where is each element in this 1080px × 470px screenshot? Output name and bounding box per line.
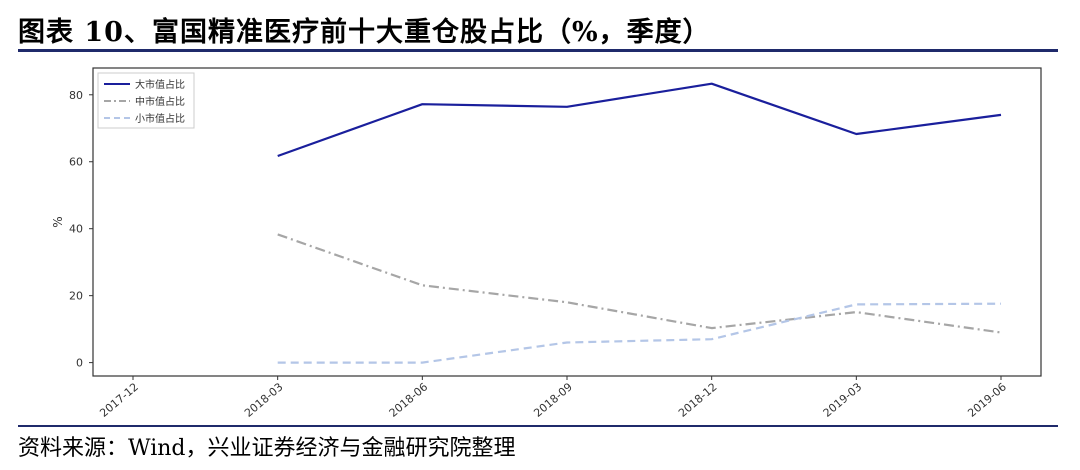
source-divider <box>18 425 1058 427</box>
y-tick-label: 0 <box>76 357 83 370</box>
y-tick-label: 60 <box>69 156 83 169</box>
legend-label: 中市值占比 <box>135 95 185 108</box>
x-tick-label: 2018-12 <box>676 380 720 420</box>
x-tick-label: 2018-09 <box>531 380 575 420</box>
series-line-0 <box>277 82 1002 158</box>
y-axis: 0 20 40 60 80 <box>69 89 93 370</box>
x-tick-label: 2018-06 <box>387 380 431 420</box>
x-tick-label: 2019-03 <box>821 380 865 420</box>
source-note: 资料来源：Wind，兴业证券经济与金融研究院整理 <box>18 436 516 461</box>
y-tick-label: 40 <box>69 223 83 236</box>
series-lines <box>277 82 1002 364</box>
y-tick-label: 20 <box>69 290 83 303</box>
series-line-2 <box>277 302 1002 364</box>
plot-frame <box>92 67 1042 377</box>
x-tick-label: 2018-03 <box>242 380 286 420</box>
x-tick-label: 2019-06 <box>965 380 1009 420</box>
title-divider <box>18 49 1058 52</box>
x-tick-label: 2017-12 <box>97 380 141 420</box>
legend-label: 大市值占比 <box>135 78 185 91</box>
legend-label: 小市值占比 <box>135 112 185 125</box>
y-tick-label: 80 <box>69 89 83 102</box>
series-line-1 <box>277 233 1002 334</box>
chart-title: 图表 10、富国精准医疗前十大重仓股占比（%，季度） <box>18 17 711 48</box>
x-axis: 2017-12 2018-03 2018-06 2018-09 2018-12 2019-… <box>97 376 1009 420</box>
y-axis-label: % <box>51 216 65 227</box>
